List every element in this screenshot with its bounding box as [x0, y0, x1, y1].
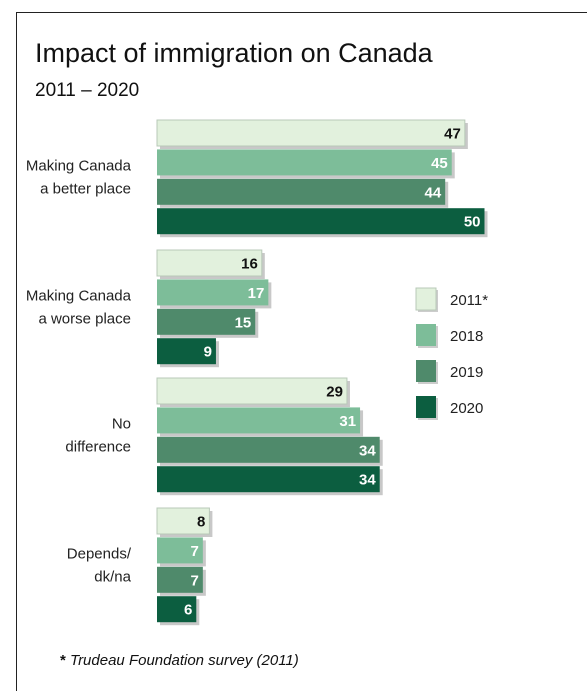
legend-swatch	[415, 287, 437, 311]
data-label: 6	[184, 602, 192, 619]
bar	[156, 507, 210, 535]
data-label: 34	[359, 442, 376, 459]
category-label: difference	[65, 439, 131, 456]
data-label: 15	[235, 314, 252, 331]
category-label: Making Canada	[26, 288, 132, 305]
category-label: dk/na	[94, 569, 131, 586]
bar	[156, 119, 466, 147]
category-label: No	[112, 416, 131, 433]
bar	[157, 596, 197, 623]
bar	[157, 308, 256, 335]
legend-swatch	[416, 396, 436, 418]
bar	[157, 466, 380, 493]
data-label: 29	[326, 384, 343, 401]
chart-frame	[16, 12, 587, 691]
legend-label: 2019	[450, 364, 483, 381]
chart-subtitle: 2011 – 2020	[35, 80, 140, 101]
data-label: 31	[339, 413, 356, 430]
data-label: 47	[444, 126, 461, 143]
bar	[157, 338, 216, 365]
bar	[157, 149, 452, 176]
bar	[156, 377, 348, 405]
bar	[157, 436, 380, 463]
data-label: 45	[431, 155, 448, 172]
bar	[157, 537, 203, 564]
legend-label: 2020	[450, 400, 483, 417]
chart-title: Impact of immigration on Canada	[35, 38, 433, 68]
bar	[157, 279, 269, 306]
bar	[157, 407, 361, 434]
category-label: Making Canada	[26, 158, 132, 175]
data-label: 8	[197, 514, 205, 531]
bar	[156, 249, 263, 277]
data-label: 7	[191, 543, 199, 560]
category-label: Depends/	[67, 546, 132, 563]
legend-swatch	[416, 324, 436, 346]
footnote-text: Trudeau Foundation survey (2011)	[70, 652, 299, 669]
category-label: a better place	[40, 181, 131, 198]
category-label: a worse place	[38, 311, 131, 328]
data-label: 34	[359, 472, 376, 489]
data-label: 9	[204, 344, 212, 361]
data-label: 17	[248, 285, 265, 302]
data-label: 44	[425, 184, 442, 201]
data-label: 16	[241, 256, 258, 273]
data-label: 50	[464, 214, 481, 231]
bar	[157, 208, 485, 235]
bar	[157, 566, 203, 593]
data-label: 7	[191, 572, 199, 589]
legend-swatch	[416, 360, 436, 382]
footnote: * Trudeau Foundation survey (2011)	[60, 652, 299, 669]
legend-label: 2018	[450, 328, 483, 345]
bar	[157, 178, 446, 205]
footnote-star: *	[60, 652, 66, 669]
legend-label: 2011*	[450, 292, 488, 309]
